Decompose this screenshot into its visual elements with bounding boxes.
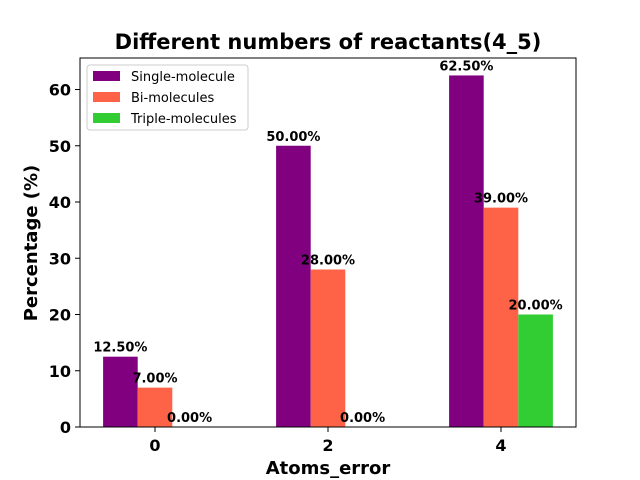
y-tick-label: 30 xyxy=(49,249,71,268)
data-label: 20.00% xyxy=(509,299,563,314)
legend-swatch xyxy=(93,113,120,123)
legend-box xyxy=(86,64,249,131)
legend-entry: Bi-molecules xyxy=(131,91,214,106)
data-label: 39.00% xyxy=(474,192,528,207)
data-label: 0.00% xyxy=(340,411,385,426)
legend-entry: Single-molecule xyxy=(131,70,235,85)
bar-bi-molecules-0 xyxy=(137,387,173,427)
y-axis-label: Percentage (%) xyxy=(21,165,42,322)
bar-single-molecule-2 xyxy=(276,145,311,427)
data-label: 7.00% xyxy=(132,372,177,387)
y-tick-label: 60 xyxy=(49,81,71,100)
y-axis: 0 10 20 30 40 50 60 xyxy=(49,81,80,437)
bar-triple-molecules-4 xyxy=(518,314,553,427)
bar-bi-molecules-4 xyxy=(483,207,519,427)
x-axis-label: Atoms_error xyxy=(266,458,391,479)
y-tick-label: 50 xyxy=(49,137,71,156)
data-label: 0.00% xyxy=(167,411,212,426)
x-axis: 0 2 4 xyxy=(149,427,507,455)
y-tick-label: 20 xyxy=(49,306,71,325)
y-tick-label: 0 xyxy=(60,418,71,437)
bar-single-molecule-0 xyxy=(103,356,138,427)
y-tick-label: 40 xyxy=(49,193,71,212)
bar-single-molecule-4 xyxy=(449,75,484,427)
legend-entry: Triple-molecules xyxy=(130,112,237,127)
data-label: 12.50% xyxy=(93,341,147,356)
data-label: 62.50% xyxy=(439,59,493,74)
legend-swatch xyxy=(93,92,120,102)
x-tick-label: 2 xyxy=(322,436,333,455)
x-tick-label: 0 xyxy=(149,436,160,455)
data-label: 28.00% xyxy=(301,254,355,269)
data-label: 50.00% xyxy=(266,130,320,145)
x-tick-label: 4 xyxy=(495,436,506,455)
legend: Single-molecule Bi-molecules Triple-molecu… xyxy=(86,64,249,131)
chart-title: Different numbers of reactants(4_5) xyxy=(115,30,542,54)
bar-bi-molecules-2 xyxy=(310,269,346,427)
plot-area: 12.50% 50.00% 62.50% 7.00% 28.00% 39.00% 0.00%… xyxy=(79,57,577,428)
legend-swatch xyxy=(93,71,120,81)
y-tick-label: 10 xyxy=(49,362,71,381)
